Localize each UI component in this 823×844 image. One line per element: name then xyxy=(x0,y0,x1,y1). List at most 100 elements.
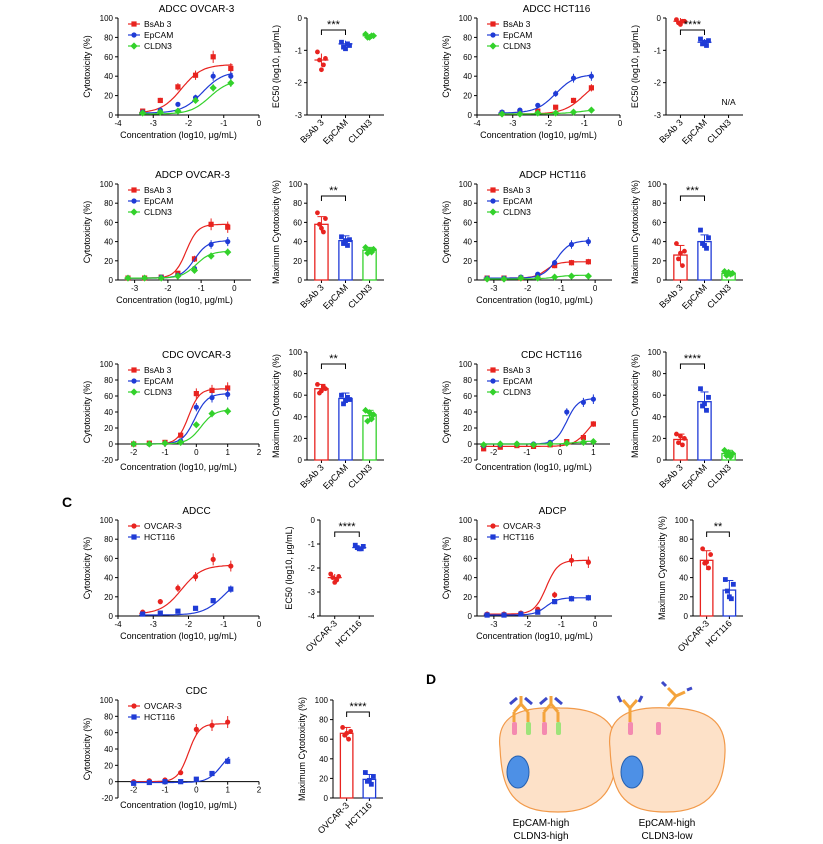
category-label: EpCAM xyxy=(680,462,709,491)
data-point xyxy=(174,107,182,115)
bar xyxy=(314,388,329,461)
data-point xyxy=(356,546,362,552)
data-point xyxy=(368,32,375,40)
y-tick-label: 20 xyxy=(104,761,113,770)
data-point xyxy=(192,72,199,78)
y-tick-label: 40 xyxy=(293,238,302,247)
y-tick-label: -2 xyxy=(308,564,316,573)
y-axis-label: Maximum Cytotoxicity (%) xyxy=(630,354,640,458)
data-point xyxy=(480,441,488,449)
data-point xyxy=(370,245,377,253)
data-point xyxy=(162,779,168,785)
x-tick-label: -4 xyxy=(473,119,481,128)
series-ovcar-3 xyxy=(139,553,234,615)
data-point xyxy=(496,440,504,448)
data-point xyxy=(698,386,703,392)
y-axis-label: EC50 (log10, μg/mL) xyxy=(271,25,281,108)
data-point xyxy=(366,409,373,416)
y-tick-label: -4 xyxy=(308,612,316,621)
y-tick-label: -20 xyxy=(460,456,472,465)
data-point xyxy=(552,599,558,605)
data-point xyxy=(228,65,234,72)
data-point xyxy=(700,546,706,552)
x-tick-label: -1 xyxy=(523,448,531,457)
data-point xyxy=(590,396,596,402)
data-point xyxy=(225,224,231,230)
data-point xyxy=(698,227,703,233)
y-tick-label: -1 xyxy=(308,540,316,549)
chart-title: ADCP OVCAR-3 xyxy=(155,170,230,181)
data-point xyxy=(517,274,525,282)
data-point xyxy=(336,574,342,579)
data-point xyxy=(490,198,496,204)
bsab-antibody xyxy=(621,699,639,722)
data-point xyxy=(678,433,683,439)
x-tick-label: 1 xyxy=(225,448,230,457)
y-tick-label: 20 xyxy=(679,593,688,602)
data-point xyxy=(368,781,374,787)
y-axis-label: Cytotoxicity (%) xyxy=(441,35,451,98)
significance-bracket xyxy=(679,29,705,35)
data-point xyxy=(193,726,199,733)
data-point xyxy=(568,596,575,602)
data-point xyxy=(489,42,497,50)
data-point xyxy=(580,399,587,405)
data-point xyxy=(224,248,232,256)
data-point xyxy=(483,275,491,283)
y-tick-label: 40 xyxy=(652,413,661,422)
y-tick-label: 0 xyxy=(109,612,114,621)
chart-c-max-adcp: 0 20 40 60 80 100 Maximum Cytotoxicity (%) OVCA… xyxy=(657,516,743,654)
y-tick-label: 40 xyxy=(319,755,328,764)
series-hct116 xyxy=(130,756,231,786)
category-label: OVCAR-3 xyxy=(316,800,351,835)
x-tick-label: 2 xyxy=(257,786,262,795)
data-point xyxy=(551,273,559,281)
category-label: EpCAM xyxy=(321,117,350,146)
data-point xyxy=(724,588,730,594)
y-tick-label: 60 xyxy=(679,554,688,563)
data-point xyxy=(208,241,214,248)
y-tick-label: 40 xyxy=(104,408,113,417)
y-tick-label: 100 xyxy=(648,348,662,357)
y-axis-label: EC50 (log10, μg/mL) xyxy=(630,25,640,108)
data-point xyxy=(339,392,344,398)
panel-label-c: C xyxy=(62,494,72,510)
x-tick-label: 2 xyxy=(257,448,262,457)
data-point xyxy=(513,440,521,448)
data-point xyxy=(315,382,320,387)
x-tick-label: -1 xyxy=(220,620,228,629)
data-point xyxy=(328,571,334,577)
category-label: CLDN3 xyxy=(705,282,733,310)
y-tick-label: 0 xyxy=(298,14,303,23)
bar xyxy=(339,732,354,799)
y-tick-label: 0 xyxy=(109,440,114,449)
y-tick-label: 80 xyxy=(463,535,472,544)
data-point xyxy=(682,248,687,254)
data-point xyxy=(345,394,350,400)
cell-epcam-high-cldn3-low: EpCAM-high CLDN3-low xyxy=(609,680,726,842)
fit-curve xyxy=(139,72,233,114)
data-point xyxy=(498,110,506,118)
data-point xyxy=(340,725,346,730)
data-point xyxy=(589,438,597,446)
series-ovcar-3 xyxy=(483,554,591,617)
series-cldn3 xyxy=(139,78,235,117)
data-point xyxy=(698,36,703,42)
data-point xyxy=(529,441,538,449)
data-point xyxy=(210,556,216,562)
data-point xyxy=(157,610,163,616)
y-tick-label: -1 xyxy=(654,46,662,55)
category-label: HCT116 xyxy=(333,618,363,648)
series-epcam xyxy=(130,389,231,447)
data-point xyxy=(553,104,559,110)
data-point xyxy=(192,421,200,429)
y-tick-label: 100 xyxy=(459,516,473,525)
category-label: CLDN3 xyxy=(346,282,374,310)
data-point xyxy=(489,388,497,396)
significance-label: ** xyxy=(329,185,338,197)
series-hct116 xyxy=(139,585,234,617)
data-point xyxy=(702,243,707,248)
data-point xyxy=(552,109,560,117)
